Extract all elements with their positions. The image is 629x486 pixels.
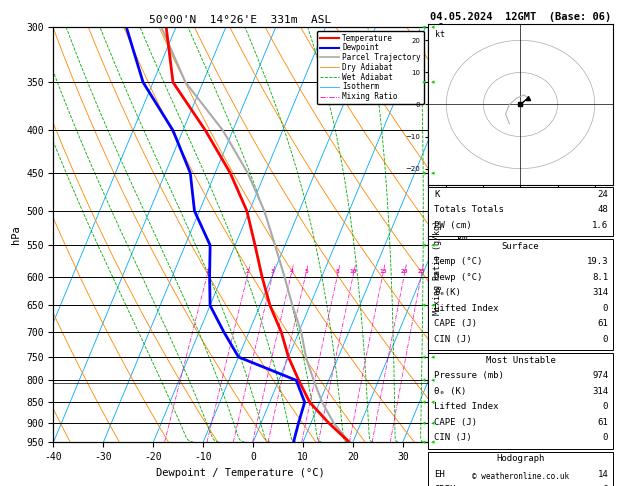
Text: Hodograph: Hodograph [496,454,545,463]
Text: θₑ (K): θₑ (K) [434,387,466,396]
Text: CIN (J): CIN (J) [434,335,472,344]
Text: 0: 0 [603,335,608,344]
Text: ◂: ◂ [431,302,435,309]
Text: 8.1: 8.1 [592,273,608,281]
Text: LCL: LCL [429,378,443,387]
Text: Lifted Index: Lifted Index [434,304,499,312]
Text: 61: 61 [598,418,608,427]
Text: 04.05.2024  12GMT  (Base: 06): 04.05.2024 12GMT (Base: 06) [430,12,611,22]
Text: ◂: ◂ [422,354,426,360]
Text: 314: 314 [592,387,608,396]
Text: ◂: ◂ [431,242,435,248]
Text: © weatheronline.co.uk: © weatheronline.co.uk [472,472,569,481]
Text: ◂: ◂ [422,242,426,248]
Text: 314: 314 [592,288,608,297]
Text: ◂: ◂ [431,399,435,405]
Text: 1.6: 1.6 [592,221,608,229]
Title: 50°00'N  14°26'E  331m  ASL: 50°00'N 14°26'E 331m ASL [150,15,331,25]
Text: 48: 48 [598,205,608,214]
Text: Mixing Ratio (g/kg): Mixing Ratio (g/kg) [433,220,442,315]
Text: ◂: ◂ [422,420,426,426]
Text: 61: 61 [598,319,608,328]
Text: Surface: Surface [502,242,539,250]
Text: ◂: ◂ [431,377,435,383]
Text: ◂: ◂ [422,439,426,445]
Text: K: K [434,190,440,198]
Text: Pressure (mb): Pressure (mb) [434,371,504,380]
Text: ◂: ◂ [431,24,435,30]
Y-axis label: km
ASL: km ASL [454,235,472,256]
Text: 5: 5 [304,269,308,274]
Text: 0: 0 [603,402,608,411]
Text: 3: 3 [271,269,275,274]
Text: 4: 4 [289,269,293,274]
Text: Temp (°C): Temp (°C) [434,257,482,266]
Text: Lifted Index: Lifted Index [434,402,499,411]
Text: ◂: ◂ [422,302,426,309]
Text: ◂: ◂ [422,170,426,176]
Text: EH: EH [434,470,445,479]
Text: ◂: ◂ [431,439,435,445]
Text: 25: 25 [418,269,425,274]
Text: ◂: ◂ [422,399,426,405]
Text: CAPE (J): CAPE (J) [434,319,477,328]
Text: 0: 0 [603,434,608,442]
Text: kt: kt [435,30,445,39]
Text: 14: 14 [598,470,608,479]
Text: PW (cm): PW (cm) [434,221,472,229]
Text: 15: 15 [379,269,387,274]
Text: ◂: ◂ [431,170,435,176]
Text: ◂: ◂ [431,354,435,360]
Text: Totals Totals: Totals Totals [434,205,504,214]
Legend: Temperature, Dewpoint, Parcel Trajectory, Dry Adiabat, Wet Adiabat, Isotherm, Mi: Temperature, Dewpoint, Parcel Trajectory… [317,31,424,104]
Text: 10: 10 [350,269,357,274]
Text: 974: 974 [592,371,608,380]
Text: 8: 8 [336,269,340,274]
Y-axis label: hPa: hPa [11,225,21,244]
X-axis label: Dewpoint / Temperature (°C): Dewpoint / Temperature (°C) [156,468,325,478]
Text: 19.3: 19.3 [587,257,608,266]
Text: θₑ(K): θₑ(K) [434,288,461,297]
Text: 0: 0 [603,304,608,312]
Text: Dewp (°C): Dewp (°C) [434,273,482,281]
Text: CIN (J): CIN (J) [434,434,472,442]
Text: CAPE (J): CAPE (J) [434,418,477,427]
Text: 24: 24 [598,190,608,198]
Text: ◂: ◂ [422,377,426,383]
Text: ◂: ◂ [422,24,426,30]
Text: ◂: ◂ [431,79,435,86]
Text: 2: 2 [246,269,250,274]
Text: Most Unstable: Most Unstable [486,356,555,364]
Text: ◂: ◂ [431,420,435,426]
Text: 1: 1 [206,269,209,274]
Text: ◂: ◂ [422,79,426,86]
Text: 20: 20 [401,269,408,274]
